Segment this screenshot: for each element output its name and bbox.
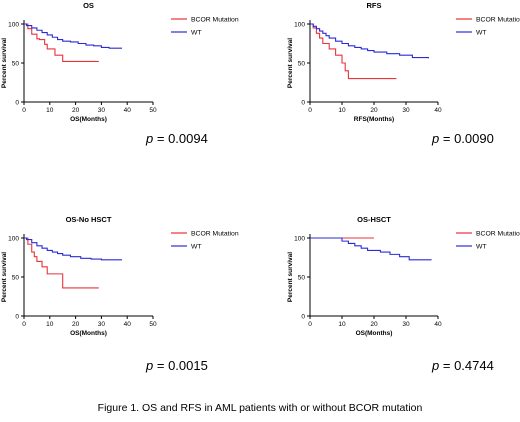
y-tick-label: 100 bbox=[8, 236, 19, 243]
y-tick-label: 0 bbox=[301, 314, 305, 321]
y-axis-label: Percent survival bbox=[1, 252, 8, 302]
legend-label-bcor-mutation: BCOR Mutation bbox=[476, 231, 520, 238]
x-tick-label: 40 bbox=[434, 321, 442, 328]
series-line-wt bbox=[310, 23, 429, 59]
x-tick-label: 10 bbox=[338, 321, 346, 328]
y-tick-label: 50 bbox=[12, 275, 20, 282]
x-tick-label: 20 bbox=[370, 107, 378, 114]
x-tick-label: 30 bbox=[98, 107, 106, 114]
x-tick-label: 20 bbox=[370, 321, 378, 328]
y-tick-label: 100 bbox=[294, 22, 305, 29]
x-tick-label: 30 bbox=[402, 107, 410, 114]
series-line-wt bbox=[24, 237, 123, 261]
p-prefix: p bbox=[146, 131, 154, 146]
x-tick-label: 50 bbox=[149, 321, 157, 328]
y-tick-label: 100 bbox=[8, 22, 19, 29]
x-tick-label: 0 bbox=[22, 321, 26, 328]
x-tick-label: 0 bbox=[308, 321, 312, 328]
chart-title: RFS bbox=[367, 1, 382, 10]
x-tick-label: 30 bbox=[98, 321, 106, 328]
y-tick-label: 0 bbox=[15, 100, 19, 107]
x-tick-label: 10 bbox=[46, 107, 54, 114]
legend-label-wt: WT bbox=[191, 30, 202, 37]
x-tick-label: 20 bbox=[72, 107, 80, 114]
chart-title: OS bbox=[83, 1, 94, 10]
chart-title: OS-HSCT bbox=[357, 215, 391, 224]
legend-label-wt: WT bbox=[476, 244, 487, 251]
x-tick-label: 40 bbox=[124, 107, 132, 114]
series-line-wt bbox=[310, 237, 432, 261]
x-tick-label: 40 bbox=[434, 107, 442, 114]
series-line-bcor-mutation bbox=[24, 23, 99, 62]
x-axis-label: OS(Months) bbox=[356, 330, 393, 337]
y-axis-label: Percent survival bbox=[287, 38, 294, 88]
x-axis-label: OS(Months) bbox=[70, 116, 107, 123]
p-value-text: = 0.0090 bbox=[442, 131, 494, 146]
x-tick-label: 10 bbox=[46, 321, 54, 328]
x-tick-label: 40 bbox=[124, 321, 132, 328]
x-tick-label: 10 bbox=[338, 107, 346, 114]
legend-label-bcor-mutation: BCOR Mutation bbox=[476, 17, 520, 24]
p-prefix: p bbox=[432, 358, 440, 373]
p-value-text: = 0.0094 bbox=[156, 131, 208, 146]
p-value-rfs: p = 0.0090 bbox=[432, 131, 494, 146]
legend-label-wt: WT bbox=[476, 30, 487, 37]
p-value-text: = 0.0015 bbox=[156, 358, 208, 373]
x-tick-label: 50 bbox=[149, 107, 157, 114]
legend-label-bcor-mutation: BCOR Mutation bbox=[191, 17, 239, 24]
y-axis-label: Percent survival bbox=[287, 252, 294, 302]
x-axis-label: OS(Months) bbox=[70, 330, 107, 337]
x-tick-label: 30 bbox=[402, 321, 410, 328]
legend-label-wt: WT bbox=[191, 244, 202, 251]
y-tick-label: 50 bbox=[298, 61, 306, 68]
series-line-bcor-mutation bbox=[24, 237, 99, 289]
p-value-text: = 0.4744 bbox=[442, 358, 494, 373]
legend-label-bcor-mutation: BCOR Mutation bbox=[191, 231, 239, 238]
p-value-os-hsct: p = 0.4744 bbox=[432, 358, 494, 373]
y-tick-label: 0 bbox=[15, 314, 19, 321]
y-tick-label: 50 bbox=[298, 275, 306, 282]
x-tick-label: 0 bbox=[308, 107, 312, 114]
chart-title: OS-No HSCT bbox=[66, 215, 112, 224]
x-tick-label: 0 bbox=[22, 107, 26, 114]
p-prefix: p bbox=[432, 131, 440, 146]
p-prefix: p bbox=[146, 358, 154, 373]
x-axis-label: RFS(Months) bbox=[354, 116, 394, 123]
y-tick-label: 0 bbox=[301, 100, 305, 107]
x-tick-label: 20 bbox=[72, 321, 80, 328]
series-line-wt bbox=[24, 23, 123, 49]
y-axis-label: Percent survival bbox=[1, 38, 8, 88]
p-value-os: p = 0.0094 bbox=[146, 131, 208, 146]
y-tick-label: 50 bbox=[12, 61, 20, 68]
figure-caption: Figure 1. OS and RFS in AML patients wit… bbox=[97, 402, 423, 414]
p-value-os-no-hsct: p = 0.0015 bbox=[146, 358, 208, 373]
y-tick-label: 100 bbox=[294, 236, 305, 243]
